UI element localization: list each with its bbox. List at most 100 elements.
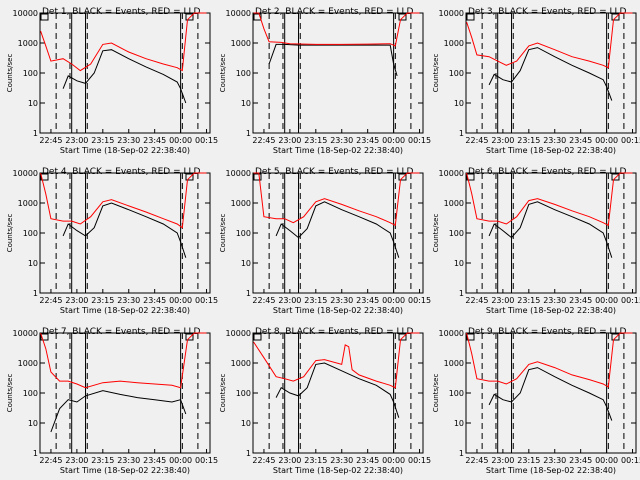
series-line-events xyxy=(488,367,613,421)
y-tick-label: 100 xyxy=(23,229,38,238)
y-tick-label: 10 xyxy=(454,99,464,108)
series-line-lld xyxy=(253,172,420,227)
x-tick-label: 22:45 xyxy=(39,456,62,465)
y-tick-label: 1 xyxy=(33,129,38,138)
corner-box-marker xyxy=(253,173,262,181)
panel-title: Det 6, BLACK = Events, RED = LLD xyxy=(468,167,627,177)
corner-box-marker xyxy=(398,13,407,21)
y-tick-label: 10 xyxy=(454,419,464,428)
x-tick-label: 00:15 xyxy=(195,136,218,145)
panel-title: Det 4, BLACK = Events, RED = LLD xyxy=(42,167,201,177)
y-tick-label: 1 xyxy=(246,449,251,458)
y-tick-label: 1000 xyxy=(18,39,38,48)
x-tick-label: 23:15 xyxy=(304,296,327,305)
x-tick-label: 23:30 xyxy=(117,456,140,465)
panel-det-3: Det 3, BLACK = Events, RED = LLD 1 10 100 10… xyxy=(432,7,640,155)
x-tick-label: 23:15 xyxy=(517,296,540,305)
y-tick-label: 10000 xyxy=(226,169,251,178)
y-axis-label: Counts/sec xyxy=(6,214,14,253)
y-tick-label: 1000 xyxy=(444,359,464,368)
y-tick-label: 1 xyxy=(33,449,38,458)
x-axis-label: Start Time (18-Sep-02 22:38:40) xyxy=(60,466,190,475)
y-axis-label: Counts/sec xyxy=(6,54,14,93)
series-line-events xyxy=(488,201,613,258)
x-tick-label: 00:00 xyxy=(382,136,405,145)
y-axis-label: Counts/sec xyxy=(432,214,440,253)
y-tick-label: 100 xyxy=(449,229,464,238)
corner-box-marker xyxy=(611,13,620,21)
corner-box-marker xyxy=(40,13,49,21)
x-tick-label: 23:00 xyxy=(278,456,301,465)
y-tick-label: 10 xyxy=(454,259,464,268)
y-tick-label: 1000 xyxy=(18,359,38,368)
x-tick-label: 23:45 xyxy=(569,136,592,145)
y-tick-label: 1 xyxy=(33,289,38,298)
panel-title: Det 8, BLACK = Events, RED = LLD xyxy=(255,327,414,337)
x-tick-label: 23:15 xyxy=(304,136,327,145)
x-axis-label: Start Time (18-Sep-02 22:38:40) xyxy=(273,306,403,315)
x-tick-label: 00:15 xyxy=(195,296,218,305)
corner-box-marker xyxy=(253,13,262,21)
y-axis-label: Counts/sec xyxy=(219,374,227,413)
x-axis-label: Start Time (18-Sep-02 22:38:40) xyxy=(60,146,190,155)
y-tick-label: 10 xyxy=(241,259,251,268)
y-tick-label: 1 xyxy=(459,289,464,298)
corner-box-marker xyxy=(466,13,475,21)
panel-title: Det 5, BLACK = Events, RED = LLD xyxy=(255,167,414,177)
x-tick-label: 22:45 xyxy=(252,136,275,145)
x-tick-label: 23:30 xyxy=(330,456,353,465)
x-tick-label: 00:00 xyxy=(595,136,618,145)
x-tick-label: 00:15 xyxy=(195,456,218,465)
series-line-lld xyxy=(253,332,420,389)
x-tick-label: 23:15 xyxy=(91,456,114,465)
x-tick-label: 22:45 xyxy=(39,296,62,305)
series-line-events xyxy=(275,362,400,418)
x-axis-label: Start Time (18-Sep-02 22:38:40) xyxy=(273,146,403,155)
y-tick-label: 1000 xyxy=(18,199,38,208)
panel-det-6: Det 6, BLACK = Events, RED = LLD 1 10 100 10… xyxy=(432,167,640,315)
corner-box-marker xyxy=(398,173,407,181)
y-tick-label: 100 xyxy=(236,229,251,238)
y-tick-label: 1 xyxy=(459,449,464,458)
x-tick-label: 23:00 xyxy=(278,296,301,305)
y-tick-label: 10000 xyxy=(226,329,251,338)
panel-title: Det 7, BLACK = Events, RED = LLD xyxy=(42,327,201,337)
x-tick-label: 23:15 xyxy=(91,296,114,305)
series-line-lld xyxy=(40,172,207,229)
corner-box-marker xyxy=(398,333,407,341)
x-tick-label: 23:45 xyxy=(569,456,592,465)
x-tick-label: 23:30 xyxy=(330,296,353,305)
corner-box-marker xyxy=(185,333,194,341)
series-line-lld xyxy=(466,172,633,227)
y-tick-label: 100 xyxy=(23,389,38,398)
y-tick-label: 100 xyxy=(236,389,251,398)
x-tick-label: 23:45 xyxy=(143,456,166,465)
x-tick-label: 23:45 xyxy=(569,296,592,305)
x-tick-label: 23:00 xyxy=(278,136,301,145)
y-tick-label: 100 xyxy=(449,389,464,398)
x-tick-label: 00:15 xyxy=(621,136,640,145)
x-tick-label: 23:30 xyxy=(543,136,566,145)
panel-det-5: Det 5, BLACK = Events, RED = LLD 1 10 100 10… xyxy=(219,167,431,315)
panel-title: Det 2, BLACK = Events, RED = LLD xyxy=(255,7,414,17)
x-tick-label: 00:15 xyxy=(408,136,431,145)
x-axis-label: Start Time (18-Sep-02 22:38:40) xyxy=(60,306,190,315)
y-tick-label: 100 xyxy=(449,69,464,78)
y-tick-label: 100 xyxy=(236,69,251,78)
corner-box-marker xyxy=(611,333,620,341)
x-tick-label: 23:45 xyxy=(143,296,166,305)
corner-box-marker xyxy=(185,13,194,21)
corner-box-marker xyxy=(40,333,49,341)
x-tick-label: 23:00 xyxy=(65,136,88,145)
panel-det-8: Det 8, BLACK = Events, RED = LLD 1 10 100 10… xyxy=(219,327,431,475)
series-line-lld xyxy=(40,332,207,389)
x-tick-label: 23:45 xyxy=(143,136,166,145)
x-tick-label: 22:45 xyxy=(465,456,488,465)
corner-box-marker xyxy=(611,173,620,181)
x-tick-label: 00:00 xyxy=(169,136,192,145)
series-line-events xyxy=(488,47,613,101)
x-tick-label: 23:00 xyxy=(491,296,514,305)
y-tick-label: 1000 xyxy=(231,359,251,368)
y-tick-label: 1000 xyxy=(444,199,464,208)
